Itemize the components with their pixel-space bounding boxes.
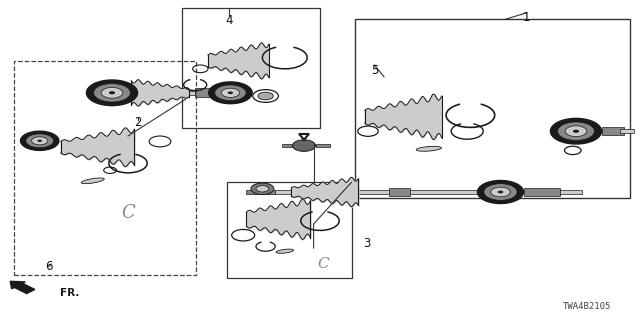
FancyArrow shape xyxy=(10,281,35,293)
Text: C: C xyxy=(121,204,135,222)
Text: 5: 5 xyxy=(371,64,378,77)
Bar xyxy=(195,88,211,97)
Circle shape xyxy=(256,186,269,192)
Bar xyxy=(22,138,40,144)
Bar xyxy=(620,129,634,133)
Circle shape xyxy=(498,191,503,193)
Ellipse shape xyxy=(81,178,104,184)
Text: 4: 4 xyxy=(225,14,233,27)
Circle shape xyxy=(221,88,239,97)
Text: FR.: FR. xyxy=(60,288,79,298)
Circle shape xyxy=(93,84,131,102)
Circle shape xyxy=(215,85,246,100)
Circle shape xyxy=(86,80,138,106)
Circle shape xyxy=(31,137,48,145)
Bar xyxy=(524,188,560,196)
Circle shape xyxy=(109,91,115,94)
Text: 6: 6 xyxy=(45,260,53,273)
Bar xyxy=(355,19,630,198)
Ellipse shape xyxy=(221,90,240,96)
Text: 3: 3 xyxy=(363,237,371,250)
Text: TWA4B2105: TWA4B2105 xyxy=(563,302,611,311)
Bar xyxy=(557,190,582,194)
Ellipse shape xyxy=(416,146,442,151)
Ellipse shape xyxy=(276,249,294,253)
Circle shape xyxy=(565,126,587,137)
Bar xyxy=(275,190,397,194)
Circle shape xyxy=(484,184,517,200)
Circle shape xyxy=(292,140,316,151)
Circle shape xyxy=(228,92,233,94)
Bar xyxy=(389,188,410,196)
Circle shape xyxy=(258,92,273,100)
Circle shape xyxy=(37,140,42,142)
Circle shape xyxy=(209,82,252,104)
Bar xyxy=(227,182,352,278)
Bar xyxy=(602,127,624,135)
Circle shape xyxy=(251,183,274,195)
Circle shape xyxy=(550,118,602,144)
Circle shape xyxy=(20,131,59,150)
Bar xyxy=(14,61,196,275)
Bar xyxy=(316,144,330,147)
Circle shape xyxy=(477,180,524,204)
Circle shape xyxy=(573,130,579,133)
Bar xyxy=(182,8,320,128)
Circle shape xyxy=(101,87,123,98)
Bar xyxy=(246,190,275,194)
Text: 1: 1 xyxy=(523,11,531,24)
Bar xyxy=(282,144,292,147)
Bar xyxy=(137,91,195,95)
Circle shape xyxy=(557,122,595,140)
Bar xyxy=(211,91,218,95)
Circle shape xyxy=(26,134,54,148)
Circle shape xyxy=(491,187,510,197)
Text: 2: 2 xyxy=(134,116,141,129)
Text: C: C xyxy=(317,257,329,271)
Bar xyxy=(408,190,486,194)
